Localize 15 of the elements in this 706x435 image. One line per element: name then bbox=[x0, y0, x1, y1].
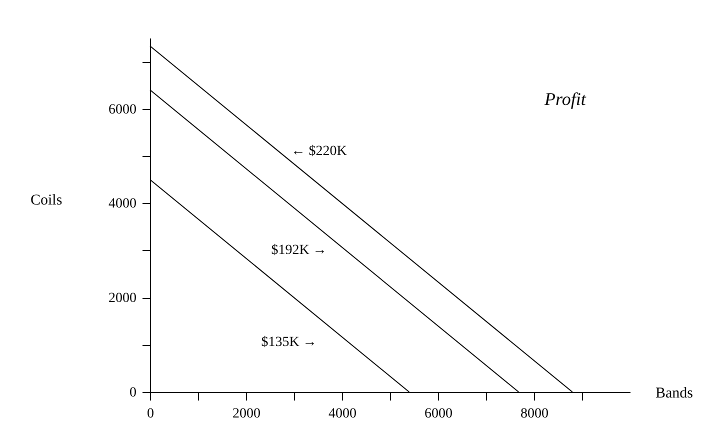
y-tick-label: 2000 bbox=[108, 291, 136, 306]
x-tick-label: 8000 bbox=[520, 406, 548, 422]
x-tick-label: 0 bbox=[147, 406, 154, 422]
x-tick-label: 2000 bbox=[232, 406, 260, 422]
x-axis-title: Bands bbox=[656, 386, 694, 402]
x-tick-label: 4000 bbox=[328, 406, 356, 422]
text: Profit bbox=[544, 89, 587, 109]
annotation: $192K → bbox=[271, 243, 327, 258]
y-tick-label: 0 bbox=[130, 386, 136, 400]
y-tick-label: 6000 bbox=[108, 102, 136, 118]
y-tick-label: 4000 bbox=[108, 196, 136, 212]
annotation: ← $220K bbox=[291, 144, 347, 159]
x-tick-label: 6000 bbox=[424, 406, 452, 422]
y-axis-title: Coils bbox=[30, 192, 62, 209]
annotation: $135K → bbox=[261, 335, 317, 350]
